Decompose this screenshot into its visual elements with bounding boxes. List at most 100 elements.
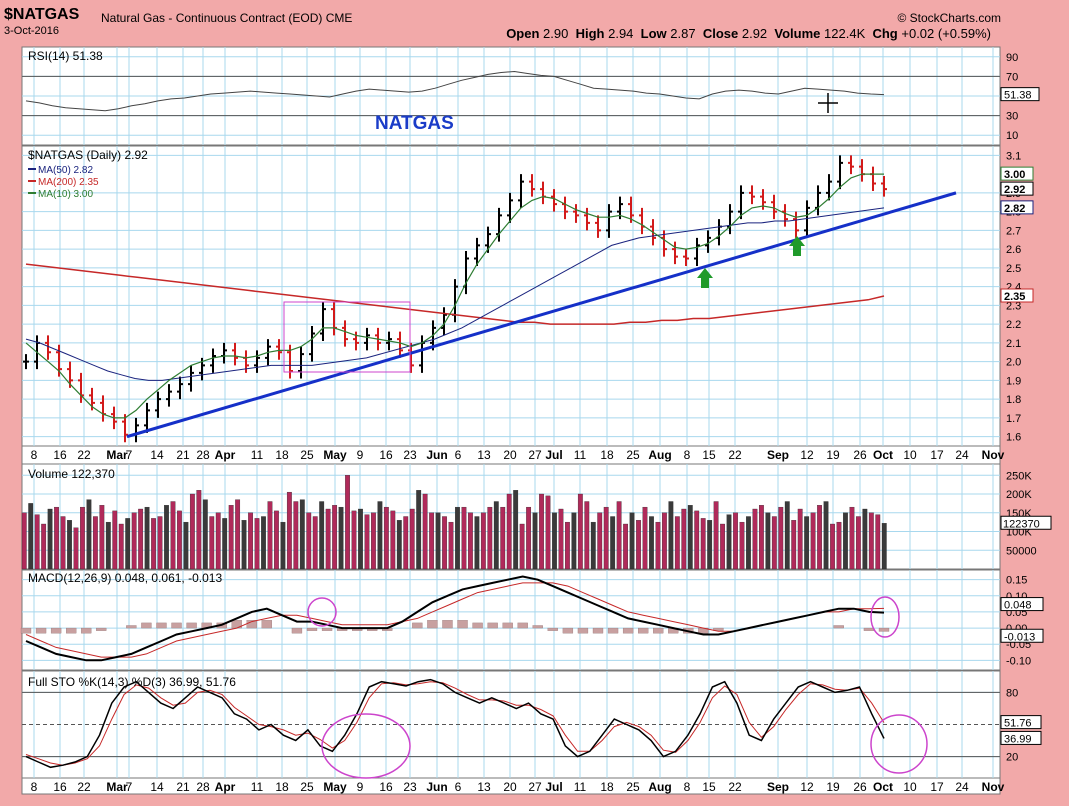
brand-link[interactable]: © StockCharts.com (897, 11, 1001, 25)
x-tick-label: Oct (873, 780, 893, 794)
volume-title: Volume 122,370 (28, 467, 115, 481)
close-label: Close (702, 26, 739, 41)
price-y-tick: 1.7 (1006, 413, 1021, 425)
x-tick-label: Aug (648, 780, 671, 794)
x-tick-label: Sep (767, 448, 789, 462)
volume-bar (144, 506, 150, 570)
macd-histogram-bar (20, 627, 32, 634)
sto-last-tag (1000, 730, 1042, 745)
volume-bar (849, 506, 855, 570)
x-tick-label: 25 (300, 780, 314, 794)
legend-entry: MA(200) 2.35 (38, 177, 99, 188)
sto-title: Full STO %K(14,3) %D(3) 36.99, 51.76 (28, 675, 236, 689)
macd-histogram-bar (66, 627, 77, 634)
volume-bar (493, 501, 499, 570)
macd-histogram-bar (517, 622, 528, 629)
price-title: $NATGAS (Daily) 2.92 (28, 148, 148, 162)
volume-bar (480, 512, 486, 570)
volume-bar (261, 516, 266, 570)
macd-histogram-bar (607, 627, 619, 634)
volume-bar (830, 523, 835, 570)
volume-bar (274, 510, 279, 570)
volume-bar (325, 508, 331, 570)
macd-histogram-bar (171, 622, 182, 629)
volume-bar (746, 516, 751, 570)
macd-histogram-bar (487, 622, 498, 629)
volume-bar (125, 518, 131, 570)
macd-histogram-bar (577, 627, 589, 634)
volume-bar (21, 512, 27, 570)
x-tick-label: 14 (150, 448, 164, 462)
volume-bar (202, 499, 208, 570)
price-y-tick: 3.1 (1006, 150, 1021, 162)
volume-bar (170, 501, 176, 570)
x-tick-label: 8 (684, 448, 691, 462)
volume-bar (151, 518, 156, 570)
volume-bar (810, 512, 816, 570)
price-y-tick: 1.8 (1006, 394, 1021, 406)
x-tick-label: 8 (31, 448, 38, 462)
volume-bar (733, 512, 738, 570)
volume-bar (455, 506, 460, 570)
macd-last-tag (1000, 628, 1044, 643)
macd-histogram-bar (562, 627, 574, 634)
date-axis-bottom (21, 777, 1001, 795)
volume-bar (409, 508, 415, 570)
volume-bar (720, 523, 725, 570)
volume-bar (707, 520, 713, 570)
x-tick-label: 15 (702, 780, 716, 794)
x-tick-label: 13 (477, 780, 491, 794)
volume-y-tick: 200K (1006, 489, 1032, 501)
macd-histogram-bar (653, 627, 664, 634)
symbol-title: $NATGAS (4, 6, 80, 23)
volume-bar (60, 516, 66, 570)
x-tick-label: 13 (477, 448, 491, 462)
volume-bar (105, 521, 111, 570)
x-tick-label: 20 (503, 780, 517, 794)
macd-histogram-bar (502, 622, 513, 629)
up-arrow-icon (697, 268, 713, 288)
volume-bar (248, 512, 253, 570)
x-tick-label: 12 (800, 448, 814, 462)
volume-bar (571, 512, 577, 570)
volume-bar (429, 512, 435, 570)
volume-bar (332, 505, 338, 570)
x-tick-label: 28 (196, 780, 210, 794)
price-y-tick: 2.0 (1006, 357, 1021, 369)
volume-bar (681, 508, 687, 570)
consolidation-box (283, 301, 411, 373)
price-y-tick: 1.6 (1006, 432, 1021, 444)
price-y-tick: 2.5 (1006, 263, 1021, 275)
x-tick-label: Mar (106, 448, 128, 462)
sto-annotation-circle (870, 714, 928, 774)
x-tick-label: Jun (426, 448, 447, 462)
price-tag (1000, 181, 1034, 196)
volume-bar (54, 506, 59, 570)
volume-bar (655, 521, 661, 570)
volume-bar (726, 514, 732, 570)
volume-bar (177, 510, 182, 570)
volume-bar (215, 512, 221, 570)
x-tick-label: May (323, 448, 347, 462)
macd-histogram-bar (713, 627, 724, 631)
x-tick-label: Oct (873, 448, 893, 462)
volume-bar (836, 521, 842, 570)
volume-bar (351, 510, 357, 570)
chg-value: +0.02 (+0.59%) (901, 26, 991, 41)
x-tick-label: 11 (574, 448, 587, 462)
low-label: Low (640, 26, 667, 41)
rsi-y-tick: 10 (1006, 130, 1018, 142)
volume-bar (371, 512, 376, 570)
volume-bar (552, 512, 557, 570)
volume-bar (519, 523, 525, 570)
price-y-tick: 2.1 (1006, 338, 1021, 350)
trendline (126, 191, 957, 439)
volume-bar (73, 527, 79, 570)
x-tick-label: 10 (903, 780, 917, 794)
volume-bar (280, 521, 286, 570)
volume-bar (183, 521, 189, 570)
price-y-tick: 1.9 (1006, 375, 1021, 387)
volume-bar (674, 516, 680, 570)
x-tick-label: 16 (53, 448, 67, 462)
price-y-tick: 2.7 (1006, 225, 1021, 237)
